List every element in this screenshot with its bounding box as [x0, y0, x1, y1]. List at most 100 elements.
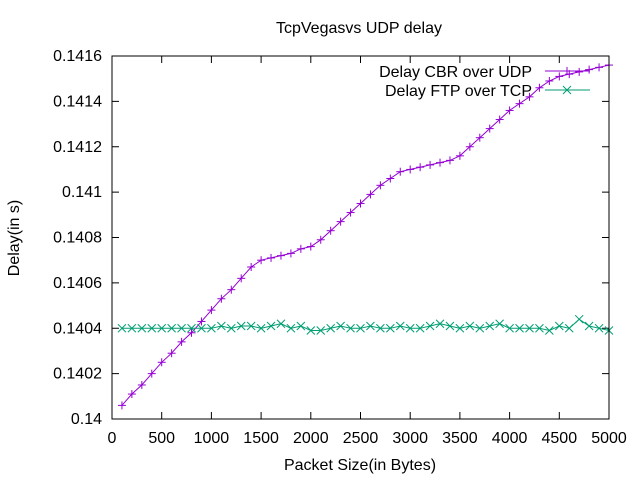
data-point: [247, 262, 256, 271]
data-point: [316, 326, 326, 335]
data-point: [485, 321, 495, 331]
data-point: [177, 337, 186, 346]
data-point: [475, 133, 484, 142]
series-line: [121, 64, 610, 406]
data-point: [127, 323, 137, 333]
x-tick-label: 3500: [442, 430, 478, 447]
data-point: [455, 151, 464, 160]
x-tick-label: 500: [148, 430, 175, 447]
data-point: [366, 190, 375, 199]
x-tick-label: 5000: [591, 430, 627, 447]
data-point: [545, 326, 554, 335]
x-tick-label: 1000: [194, 430, 230, 447]
y-tick-label: 0.141: [62, 184, 102, 201]
data-point: [376, 181, 385, 190]
data-point: [585, 65, 594, 74]
data-point: [117, 401, 126, 410]
data-point: [386, 174, 395, 183]
x-tick-label: 3000: [392, 430, 428, 447]
data-point: [187, 328, 196, 337]
data-point: [257, 256, 266, 265]
data-point: [465, 142, 474, 151]
data-point: [535, 83, 544, 92]
data-point: [465, 321, 475, 331]
data-point: [485, 124, 494, 133]
series-layer: [117, 61, 614, 410]
data-point: [197, 317, 206, 326]
legend-entry-cbr: Delay CBR over UDP: [379, 64, 590, 81]
plot-frame: [111, 55, 610, 420]
axis-ticks: 0 500 1000 1500 2000 2500 3000 3500 4000 4500 5000…: [53, 48, 627, 447]
data-point: [445, 156, 454, 165]
data-point: [515, 99, 524, 108]
y-tick-label: 0.1412: [53, 139, 102, 156]
data-point: [326, 323, 336, 333]
data-point: [306, 242, 315, 251]
data-point: [226, 323, 236, 333]
data-point: [227, 285, 236, 294]
y-axis-label: Delay(in s): [6, 200, 23, 276]
x-tick-label: 1500: [243, 430, 279, 447]
data-point: [137, 323, 147, 333]
data-point: [346, 208, 355, 217]
data-point: [167, 323, 176, 333]
data-point: [356, 323, 365, 333]
data-point: [575, 67, 584, 76]
data-point: [535, 323, 544, 333]
data-point: [594, 323, 604, 333]
legend-entry-ftp: Delay FTP over TCP: [385, 83, 590, 100]
data-point: [147, 323, 157, 333]
data-point: [525, 92, 534, 101]
data-point: [356, 199, 365, 208]
data-point: [564, 323, 574, 333]
data-point: [147, 369, 156, 378]
data-point: [545, 76, 554, 85]
data-point: [276, 251, 285, 260]
x-tick-label: 2500: [343, 430, 379, 447]
x-axis-label: Packet Size(in Bytes): [284, 457, 436, 474]
data-point: [455, 323, 465, 333]
data-point: [306, 326, 316, 335]
legend: Delay CBR over UDP Delay FTP over TCP: [379, 64, 590, 100]
y-tick-label: 0.1408: [53, 230, 102, 247]
data-point: [445, 321, 455, 331]
data-point: [435, 319, 445, 329]
legend-label-ftp: Delay FTP over TCP: [385, 83, 532, 100]
data-point: [336, 321, 345, 331]
data-point: [554, 321, 564, 331]
data-point: [256, 323, 266, 333]
data-point: [515, 323, 524, 333]
data-point: [366, 321, 375, 331]
data-point: [197, 323, 206, 333]
data-point: [237, 274, 246, 283]
x-tick-label: 4500: [542, 430, 578, 447]
legend-marker: [563, 67, 571, 75]
data-point: [187, 323, 196, 333]
data-point: [595, 63, 604, 72]
data-point: [475, 323, 485, 333]
legend-sample-ftp: [545, 85, 590, 95]
data-point: [177, 323, 186, 333]
y-tick-label: 0.1406: [53, 275, 102, 292]
chart-title: TcpVegasvs UDP delay: [276, 20, 442, 37]
data-point: [286, 323, 296, 333]
series-ftp-tcp: [117, 314, 614, 335]
data-point: [405, 323, 415, 333]
data-point: [316, 235, 325, 244]
data-point: [296, 321, 306, 331]
data-point: [216, 321, 226, 331]
x-tick-label: 2000: [293, 430, 329, 447]
data-point: [157, 323, 167, 333]
legend-label-cbr: Delay CBR over UDP: [379, 64, 532, 81]
x-tick-label: 4000: [492, 430, 528, 447]
data-point: [425, 321, 435, 331]
y-tick-label: 0.1404: [53, 320, 102, 337]
data-point: [495, 115, 504, 124]
legend-marker: [562, 85, 572, 95]
data-point: [385, 323, 395, 333]
data-point: [326, 226, 335, 235]
data-point: [286, 249, 295, 258]
x-tick-label: 0: [108, 430, 117, 447]
data-point: [416, 163, 425, 172]
